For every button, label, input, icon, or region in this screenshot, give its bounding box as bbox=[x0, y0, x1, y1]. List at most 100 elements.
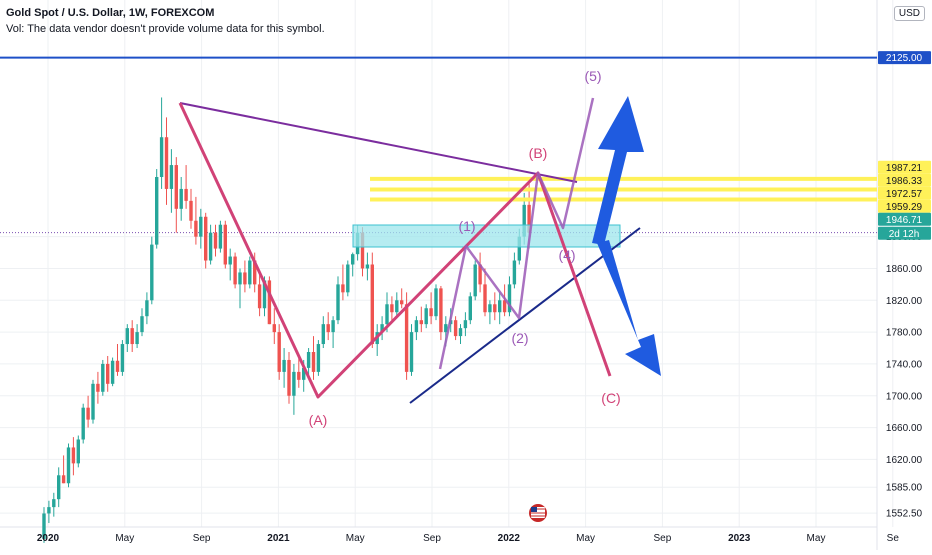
candle-body bbox=[115, 360, 120, 372]
candle-body bbox=[145, 300, 149, 317]
candle-body bbox=[341, 284, 345, 293]
price-badge-label: 1986.33 bbox=[886, 176, 923, 187]
price-badge bbox=[878, 173, 931, 187]
candle-body bbox=[135, 332, 139, 345]
candle-body bbox=[277, 332, 281, 372]
candle-body bbox=[96, 383, 100, 392]
candle-body bbox=[282, 359, 286, 372]
descending-trendline bbox=[179, 102, 578, 183]
price-tick-label: 1740.00 bbox=[886, 359, 923, 370]
candle-body bbox=[321, 324, 325, 345]
consolidation-box bbox=[352, 224, 621, 248]
price-badge-label: 1959.29 bbox=[886, 202, 923, 213]
candle-body bbox=[76, 439, 80, 464]
candle-body bbox=[110, 360, 115, 384]
bullish-arrow bbox=[592, 96, 644, 245]
candle-body bbox=[66, 447, 71, 484]
candle-body bbox=[473, 264, 477, 297]
candle-body bbox=[125, 328, 129, 345]
candle-body bbox=[292, 371, 296, 396]
time-tick-label: 2020 bbox=[37, 533, 60, 544]
candle-body bbox=[306, 352, 311, 368]
candle-body bbox=[385, 304, 389, 325]
candle-body bbox=[488, 304, 492, 313]
wave-label: (1) bbox=[458, 218, 475, 234]
time-tick-label: Sep bbox=[423, 533, 441, 544]
grid bbox=[0, 0, 894, 527]
candle-body bbox=[238, 272, 242, 285]
candle-body bbox=[47, 507, 51, 514]
volume-notice: Vol: The data vendor doesn't provide vol… bbox=[6, 23, 325, 35]
price-tick-label: 1700.00 bbox=[886, 391, 923, 402]
candle-body bbox=[140, 316, 144, 333]
candle-body bbox=[243, 272, 247, 285]
candle-body bbox=[429, 308, 433, 317]
candle-body bbox=[287, 359, 291, 396]
candle-body bbox=[159, 137, 164, 177]
candle-body bbox=[228, 256, 232, 265]
price-tick-label: 1585.00 bbox=[886, 483, 923, 494]
symbol-title: Gold Spot / U.S. Dollar, 1W, FOREXCOM bbox=[6, 7, 215, 19]
candle-body bbox=[370, 264, 374, 345]
wave-label: (A) bbox=[309, 412, 328, 428]
candle-body bbox=[414, 320, 419, 333]
candle-body bbox=[86, 407, 90, 420]
time-tick-label: Se bbox=[887, 533, 900, 544]
rising-support-line bbox=[409, 227, 641, 404]
candle-body bbox=[439, 288, 443, 333]
price-tick-label: 1820.00 bbox=[886, 296, 923, 307]
candle-body bbox=[351, 254, 355, 265]
candle-body bbox=[517, 236, 521, 261]
candle-body bbox=[267, 280, 272, 325]
price-badge bbox=[878, 51, 931, 65]
candle-body bbox=[512, 260, 517, 285]
candle-body bbox=[297, 371, 301, 380]
candle-body bbox=[483, 284, 487, 313]
candle-body bbox=[478, 264, 482, 285]
currency-button[interactable]: USD bbox=[893, 6, 925, 21]
candle-body bbox=[155, 177, 159, 245]
candle-body bbox=[262, 280, 267, 309]
candle-body bbox=[223, 224, 227, 265]
time-tick-label: 2023 bbox=[728, 533, 751, 544]
candle-body bbox=[507, 284, 512, 313]
candle-body bbox=[331, 320, 335, 333]
candle-body bbox=[311, 352, 316, 372]
impulse-wave-path bbox=[438, 97, 595, 370]
time-tick-label: May bbox=[115, 533, 134, 544]
candle-body bbox=[444, 324, 448, 333]
flag-canton bbox=[531, 507, 537, 512]
candle-body bbox=[365, 264, 370, 269]
candle-body bbox=[52, 499, 56, 508]
price-badge-label: 1946.71 bbox=[886, 215, 923, 226]
time-tick-label: Sep bbox=[193, 533, 211, 544]
price-badge bbox=[878, 199, 931, 213]
time-tick-label: May bbox=[576, 533, 595, 544]
candle-body bbox=[248, 260, 252, 285]
candle-body bbox=[458, 328, 463, 337]
price-tick-label: 1860.00 bbox=[886, 264, 923, 275]
candle-body bbox=[326, 324, 330, 333]
price-badge bbox=[878, 226, 931, 240]
price-tick-label: 1780.00 bbox=[886, 328, 923, 339]
candle-body bbox=[204, 216, 208, 261]
price-badge bbox=[878, 160, 931, 174]
price-axis: 1552.50 1585.00 1620.00 1660.00 1700.00 1740.… bbox=[886, 232, 923, 519]
price-tick-label: 1620.00 bbox=[886, 455, 923, 466]
candle-body bbox=[174, 165, 178, 209]
candle-body bbox=[360, 232, 365, 269]
candle-body bbox=[302, 367, 306, 380]
price-badge bbox=[878, 212, 931, 226]
candle-body bbox=[91, 383, 95, 420]
time-tick-label: Sep bbox=[654, 533, 672, 544]
candle-body bbox=[218, 224, 223, 249]
candle-body bbox=[106, 363, 110, 384]
time-axis: 2020 May Sep 2021 May Sep 2022 May Sep 2023 May Se bbox=[37, 533, 899, 544]
candle-body bbox=[189, 200, 193, 221]
candle-body bbox=[61, 475, 66, 484]
candle-body bbox=[213, 232, 218, 249]
wave-label: (2) bbox=[511, 330, 528, 346]
price-badges: 2125.00 1987.21 1986.33 1972.57 1959.29 1946.… bbox=[878, 51, 931, 240]
